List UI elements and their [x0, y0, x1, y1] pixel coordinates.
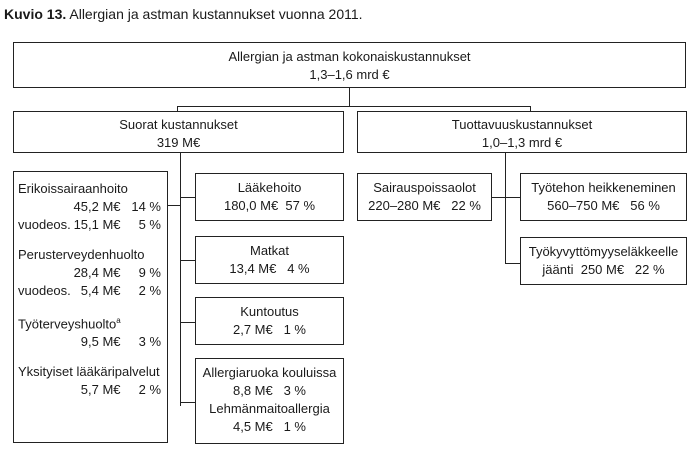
figure-number: Kuvio 13.: [4, 6, 67, 22]
connector-to-kuntoutus: [180, 322, 196, 323]
tyotehon-heikkeneminen-value: 560–750 M€ 56 %: [547, 198, 660, 213]
vuodeos-label: vuodeos.: [18, 283, 71, 298]
vuodeos-value: 5,4 M€ 2 %: [80, 283, 161, 298]
tyokyvyttomyys-label: Työkyvyttömyyseläkkeelle: [528, 244, 679, 259]
productivity-costs-value: 1,0–1,3 mrd €: [481, 135, 563, 150]
figure-title: Kuvio 13. Allergian ja astman kustannuks…: [4, 6, 363, 22]
lehmanmaitoallergia-value: 4,5 M€ 1 %: [233, 419, 306, 434]
sairauspoissaolot-value: 220–280 M€ 22 %: [368, 198, 481, 213]
laakehoito-box: Lääkehoito 180,0 M€ 57 %: [195, 173, 344, 221]
connector-to-productivity: [530, 106, 531, 112]
connector-productivity-trunk: [505, 152, 506, 264]
tyokyvyttomyys-box: Työkyvyttömyyseläkkeelle jäänti 250 M€ 2…: [520, 237, 687, 285]
kuntoutus-label: Kuntoutus: [240, 304, 299, 319]
tyokyvyttomyys-value: jäänti 250 M€ 22 %: [542, 262, 665, 277]
healthcare-services-box: Erikoissairaanhoito 45,2 M€ 14 % vuodeos…: [13, 171, 168, 443]
allergiaruoka-box: Allergiaruoka kouluissa 8,8 M€ 3 % Lehmä…: [195, 358, 344, 444]
total-cost-label: Allergian ja astman kokonaiskustannukset: [228, 49, 471, 64]
erikoissairaanhoito-label: Erikoissairaanhoito: [18, 181, 128, 196]
direct-costs-label: Suorat kustannukset: [119, 117, 238, 132]
matkat-label: Matkat: [249, 243, 289, 258]
perusterveydenhuolto-vuodeos-row: vuodeos. 5,4 M€ 2 %: [18, 282, 161, 300]
laakehoito-label: Lääkehoito: [237, 180, 302, 195]
connector-to-left-list: [167, 205, 181, 206]
connector-to-allergiaruoka: [180, 402, 196, 403]
connector-direct-trunk: [180, 152, 181, 406]
connector-level1-horizontal: [177, 106, 531, 107]
matkat-box: Matkat 13,4 M€ 4 %: [195, 236, 344, 284]
allergiaruoka-label: Allergiaruoka kouluissa: [202, 365, 337, 380]
sairauspoissaolot-box: Sairauspoissaolot 220–280 M€ 22 %: [357, 173, 492, 221]
connector-total-down: [349, 87, 350, 107]
kuntoutus-value: 2,7 M€ 1 %: [233, 322, 306, 337]
connector-to-tyokyvytt: [505, 263, 521, 264]
connector-to-laakehoito: [180, 197, 196, 198]
tyoterveyshuolto-label-row: Työterveyshuoltoa: [18, 312, 161, 333]
sairauspoissaolot-label: Sairauspoissaolot: [373, 180, 476, 195]
total-cost-box: Allergian ja astman kokonaiskustannukset…: [13, 42, 686, 88]
laakehoito-value: 180,0 M€ 57 %: [223, 198, 316, 213]
productivity-costs-label: Tuottavuuskustannukset: [451, 117, 593, 132]
vuodeos-value: 15,1 M€ 5 %: [73, 217, 161, 232]
lehmanmaitoallergia-label: Lehmänmaitoallergia: [209, 401, 330, 416]
yksityiset-value: 5,7 M€ 2 %: [80, 382, 161, 398]
direct-costs-value: 319 M€: [156, 135, 201, 150]
connector-to-direct: [177, 106, 178, 112]
perusterveydenhuolto-label: Perusterveydenhuolto: [18, 247, 145, 262]
direct-costs-box: Suorat kustannukset 319 M€: [13, 111, 344, 153]
kuntoutus-box: Kuntoutus 2,7 M€ 1 %: [195, 297, 344, 345]
connector-to-tyoteho: [505, 197, 521, 198]
perusterveydenhuolto-value: 28,4 M€ 9 %: [73, 265, 161, 280]
tyoterveyshuolto-label: Työterveyshuolto: [18, 316, 117, 332]
erikoissairaanhoito-value: 45,2 M€ 14 %: [73, 199, 161, 214]
productivity-costs-box: Tuottavuuskustannukset 1,0–1,3 mrd €: [357, 111, 687, 153]
tyoterveyshuolto-value: 9,5 M€ 3 %: [80, 334, 161, 350]
allergiaruoka-value: 8,8 M€ 3 %: [233, 383, 306, 398]
footnote-marker: a: [116, 316, 121, 325]
connector-to-matkat: [180, 260, 196, 261]
yksityiset-label: Yksityiset lääkäripalvelut: [18, 364, 160, 380]
figure-caption: Allergian ja astman kustannukset vuonna …: [69, 6, 363, 22]
total-cost-value: 1,3–1,6 mrd €: [309, 67, 390, 82]
connector-to-sairaus: [491, 197, 506, 198]
erikoissairaanhoito-vuodeos-row: vuodeos. 15,1 M€ 5 %: [18, 216, 161, 234]
vuodeos-label: vuodeos.: [18, 217, 71, 232]
tyotehon-heikkeneminen-label: Työtehon heikkeneminen: [531, 180, 676, 195]
matkat-value: 13,4 M€ 4 %: [229, 261, 310, 276]
tyotehon-heikkeneminen-box: Työtehon heikkeneminen 560–750 M€ 56 %: [520, 173, 687, 221]
